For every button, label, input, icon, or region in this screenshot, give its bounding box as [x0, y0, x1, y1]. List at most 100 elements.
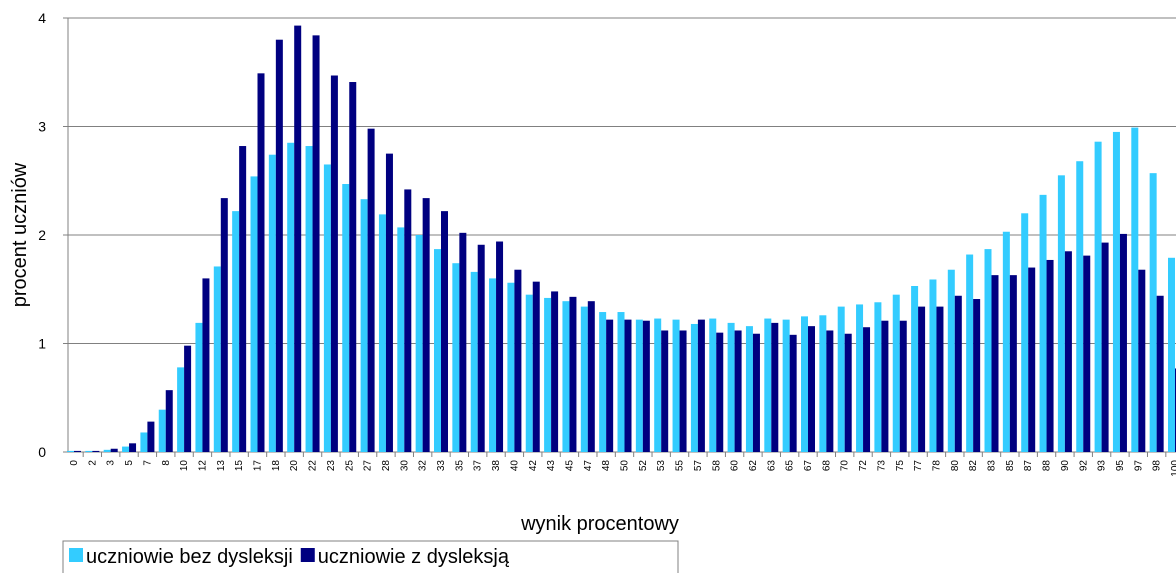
legend: uczniowie bez dysleksji uczniowie z dysle… [62, 540, 679, 573]
bar [911, 285, 919, 452]
bar [874, 302, 882, 452]
bar [195, 322, 203, 452]
x-tick-label: 60 [730, 460, 741, 472]
bar [441, 211, 448, 452]
x-axis-title: wynik procentowy [520, 513, 679, 535]
x-tick-label: 73 [876, 460, 887, 472]
x-tick-label: 82 [968, 460, 979, 472]
legend-swatch [69, 548, 83, 562]
bar [826, 330, 834, 452]
bar [496, 241, 504, 452]
bar [863, 327, 871, 452]
bar [312, 35, 320, 453]
bar [287, 142, 295, 452]
x-tick-label: 0 [69, 460, 80, 466]
bar [232, 211, 240, 452]
bar [220, 198, 228, 452]
bar [709, 318, 717, 452]
bar [599, 312, 607, 452]
bar [67, 450, 74, 452]
x-tick-label: 57 [693, 460, 704, 472]
y-axis-title: procent uczniów [9, 162, 31, 307]
bar [1149, 173, 1157, 452]
bar [404, 189, 412, 452]
y-tick-label: 1 [38, 336, 46, 352]
bar [1076, 161, 1084, 452]
x-tick-label: 48 [601, 460, 612, 472]
x-tick-label: 35 [454, 460, 465, 472]
x-tick-label: 33 [436, 460, 447, 472]
bar [202, 278, 210, 452]
legend-box [62, 540, 679, 573]
bar [734, 330, 742, 452]
bar [587, 301, 595, 452]
bar [801, 316, 808, 452]
bar [551, 291, 559, 452]
bar [569, 296, 577, 452]
bar [580, 306, 588, 452]
bar [635, 319, 643, 452]
bar [544, 297, 552, 452]
bar [158, 409, 166, 452]
legend-label: uczniowie bez dysleksji [86, 546, 293, 568]
x-tick-label: 98 [1152, 460, 1163, 472]
x-tick-label: 88 [1042, 460, 1053, 472]
x-tick-label: 75 [895, 460, 906, 472]
x-tick-label: 37 [473, 460, 484, 472]
bar [129, 443, 137, 452]
bar [140, 432, 148, 452]
x-tick-label: 65 [785, 460, 796, 472]
bar [819, 315, 827, 452]
bar [378, 214, 386, 452]
bar [1002, 231, 1010, 452]
x-tick-label: 93 [1097, 460, 1108, 472]
x-tick-label: 10 [179, 460, 190, 472]
x-tick-label: 58 [711, 460, 722, 472]
x-tick-label: 80 [950, 460, 961, 472]
bar [727, 322, 735, 452]
bar [514, 269, 522, 452]
x-tick-label: 72 [858, 460, 869, 472]
bar [954, 295, 962, 452]
bar [489, 278, 497, 452]
x-tick-label: 68 [821, 460, 832, 472]
bar [268, 154, 276, 452]
bar [1009, 275, 1017, 452]
bar [239, 146, 247, 452]
x-tick-label: 40 [509, 460, 520, 472]
bar [947, 269, 955, 452]
bar [250, 176, 258, 452]
x-tick-label: 62 [748, 460, 759, 472]
x-tick-label: 25 [344, 460, 355, 472]
bar [92, 450, 100, 452]
bar [752, 333, 760, 452]
x-tick-label: 32 [418, 460, 429, 472]
bar [1131, 127, 1139, 453]
bar [1083, 255, 1091, 452]
bar [85, 450, 93, 452]
bar [415, 235, 423, 452]
bar [257, 73, 265, 453]
x-tick-label: 53 [656, 460, 667, 472]
x-tick-label: 97 [1133, 460, 1144, 472]
bar [360, 199, 368, 452]
x-tick-label: 100 [1170, 460, 1176, 477]
bar [110, 448, 118, 452]
y-tick-label: 2 [38, 227, 46, 243]
bar [397, 227, 405, 452]
x-tick-label: 95 [1115, 460, 1126, 472]
bar [213, 266, 221, 452]
y-tick-label: 3 [38, 119, 46, 135]
x-tick-label: 42 [528, 460, 539, 472]
bar [764, 318, 772, 452]
bar [991, 275, 999, 452]
x-tick-label: 83 [987, 460, 998, 472]
x-tick-label: 22 [308, 460, 319, 472]
bar [349, 82, 357, 452]
bar [532, 281, 540, 452]
x-tick-label: 38 [491, 460, 502, 472]
bar [697, 319, 705, 452]
bar [294, 25, 302, 452]
x-tick-label: 2 [87, 460, 98, 466]
